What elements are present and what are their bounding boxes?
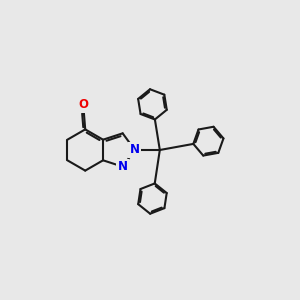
Text: N: N	[130, 143, 140, 157]
Text: O: O	[79, 98, 89, 111]
Text: N: N	[118, 160, 128, 173]
